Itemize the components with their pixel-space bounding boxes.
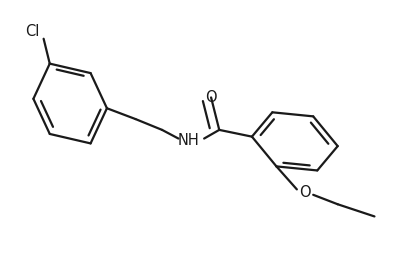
Text: NH: NH — [177, 133, 199, 148]
Text: Cl: Cl — [25, 24, 40, 39]
Text: O: O — [205, 90, 216, 105]
Text: O: O — [299, 185, 310, 200]
